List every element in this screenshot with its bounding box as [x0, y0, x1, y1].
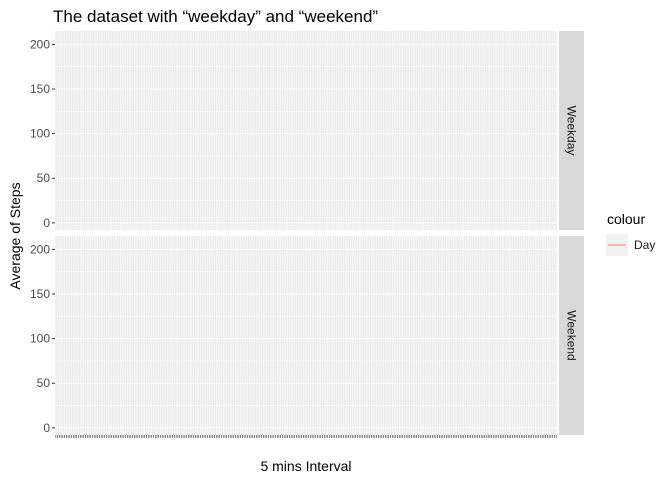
horizontal-gridlines [55, 43, 557, 224]
y-tick-label: 100 [30, 332, 50, 346]
y-axes: 0 50 100 150 200 0 50 100 150 200 [30, 37, 55, 435]
y-tick-label: 150 [30, 82, 50, 96]
facet-panel-weekend [55, 236, 557, 435]
strip-background [559, 236, 584, 435]
y-tick-label: 0 [43, 216, 50, 230]
y-tick-label: 200 [30, 37, 50, 51]
y-tick-label: 100 [30, 127, 50, 141]
x-axis-title: 5 mins Interval [260, 458, 351, 474]
facet-panel-weekday [55, 31, 557, 230]
facet-strips: Weekday Weekend [559, 31, 584, 435]
facet-strip-weekend: Weekend [559, 236, 584, 435]
panel-background [55, 236, 557, 435]
legend-label: Day [634, 238, 655, 252]
y-tick-label: 50 [37, 376, 51, 390]
strip-label: Weekday [565, 106, 579, 156]
legend-item: Day [606, 234, 655, 256]
vertical-gridlines [55, 31, 557, 230]
chart-title: The dataset with “weekday” and “weekend” [53, 7, 378, 26]
facet-panels [55, 31, 557, 435]
y-axis-title: Average of Steps [7, 182, 23, 289]
strip-label: Weekend [565, 310, 579, 360]
y-tick-label: 150 [30, 287, 50, 301]
vertical-gridlines [55, 236, 557, 435]
legend: colour Day [606, 211, 655, 256]
facet-strip-weekday: Weekday [559, 31, 584, 230]
panel-background [55, 31, 557, 230]
y-tick-label: 0 [43, 421, 50, 435]
strip-background [559, 31, 584, 230]
y-tick-label: 50 [37, 171, 51, 185]
y-tick-label: 200 [30, 242, 50, 256]
legend-title: colour [607, 211, 645, 227]
horizontal-gridlines [55, 248, 557, 429]
x-axis [55, 435, 557, 438]
legend-items: Day [606, 234, 655, 256]
